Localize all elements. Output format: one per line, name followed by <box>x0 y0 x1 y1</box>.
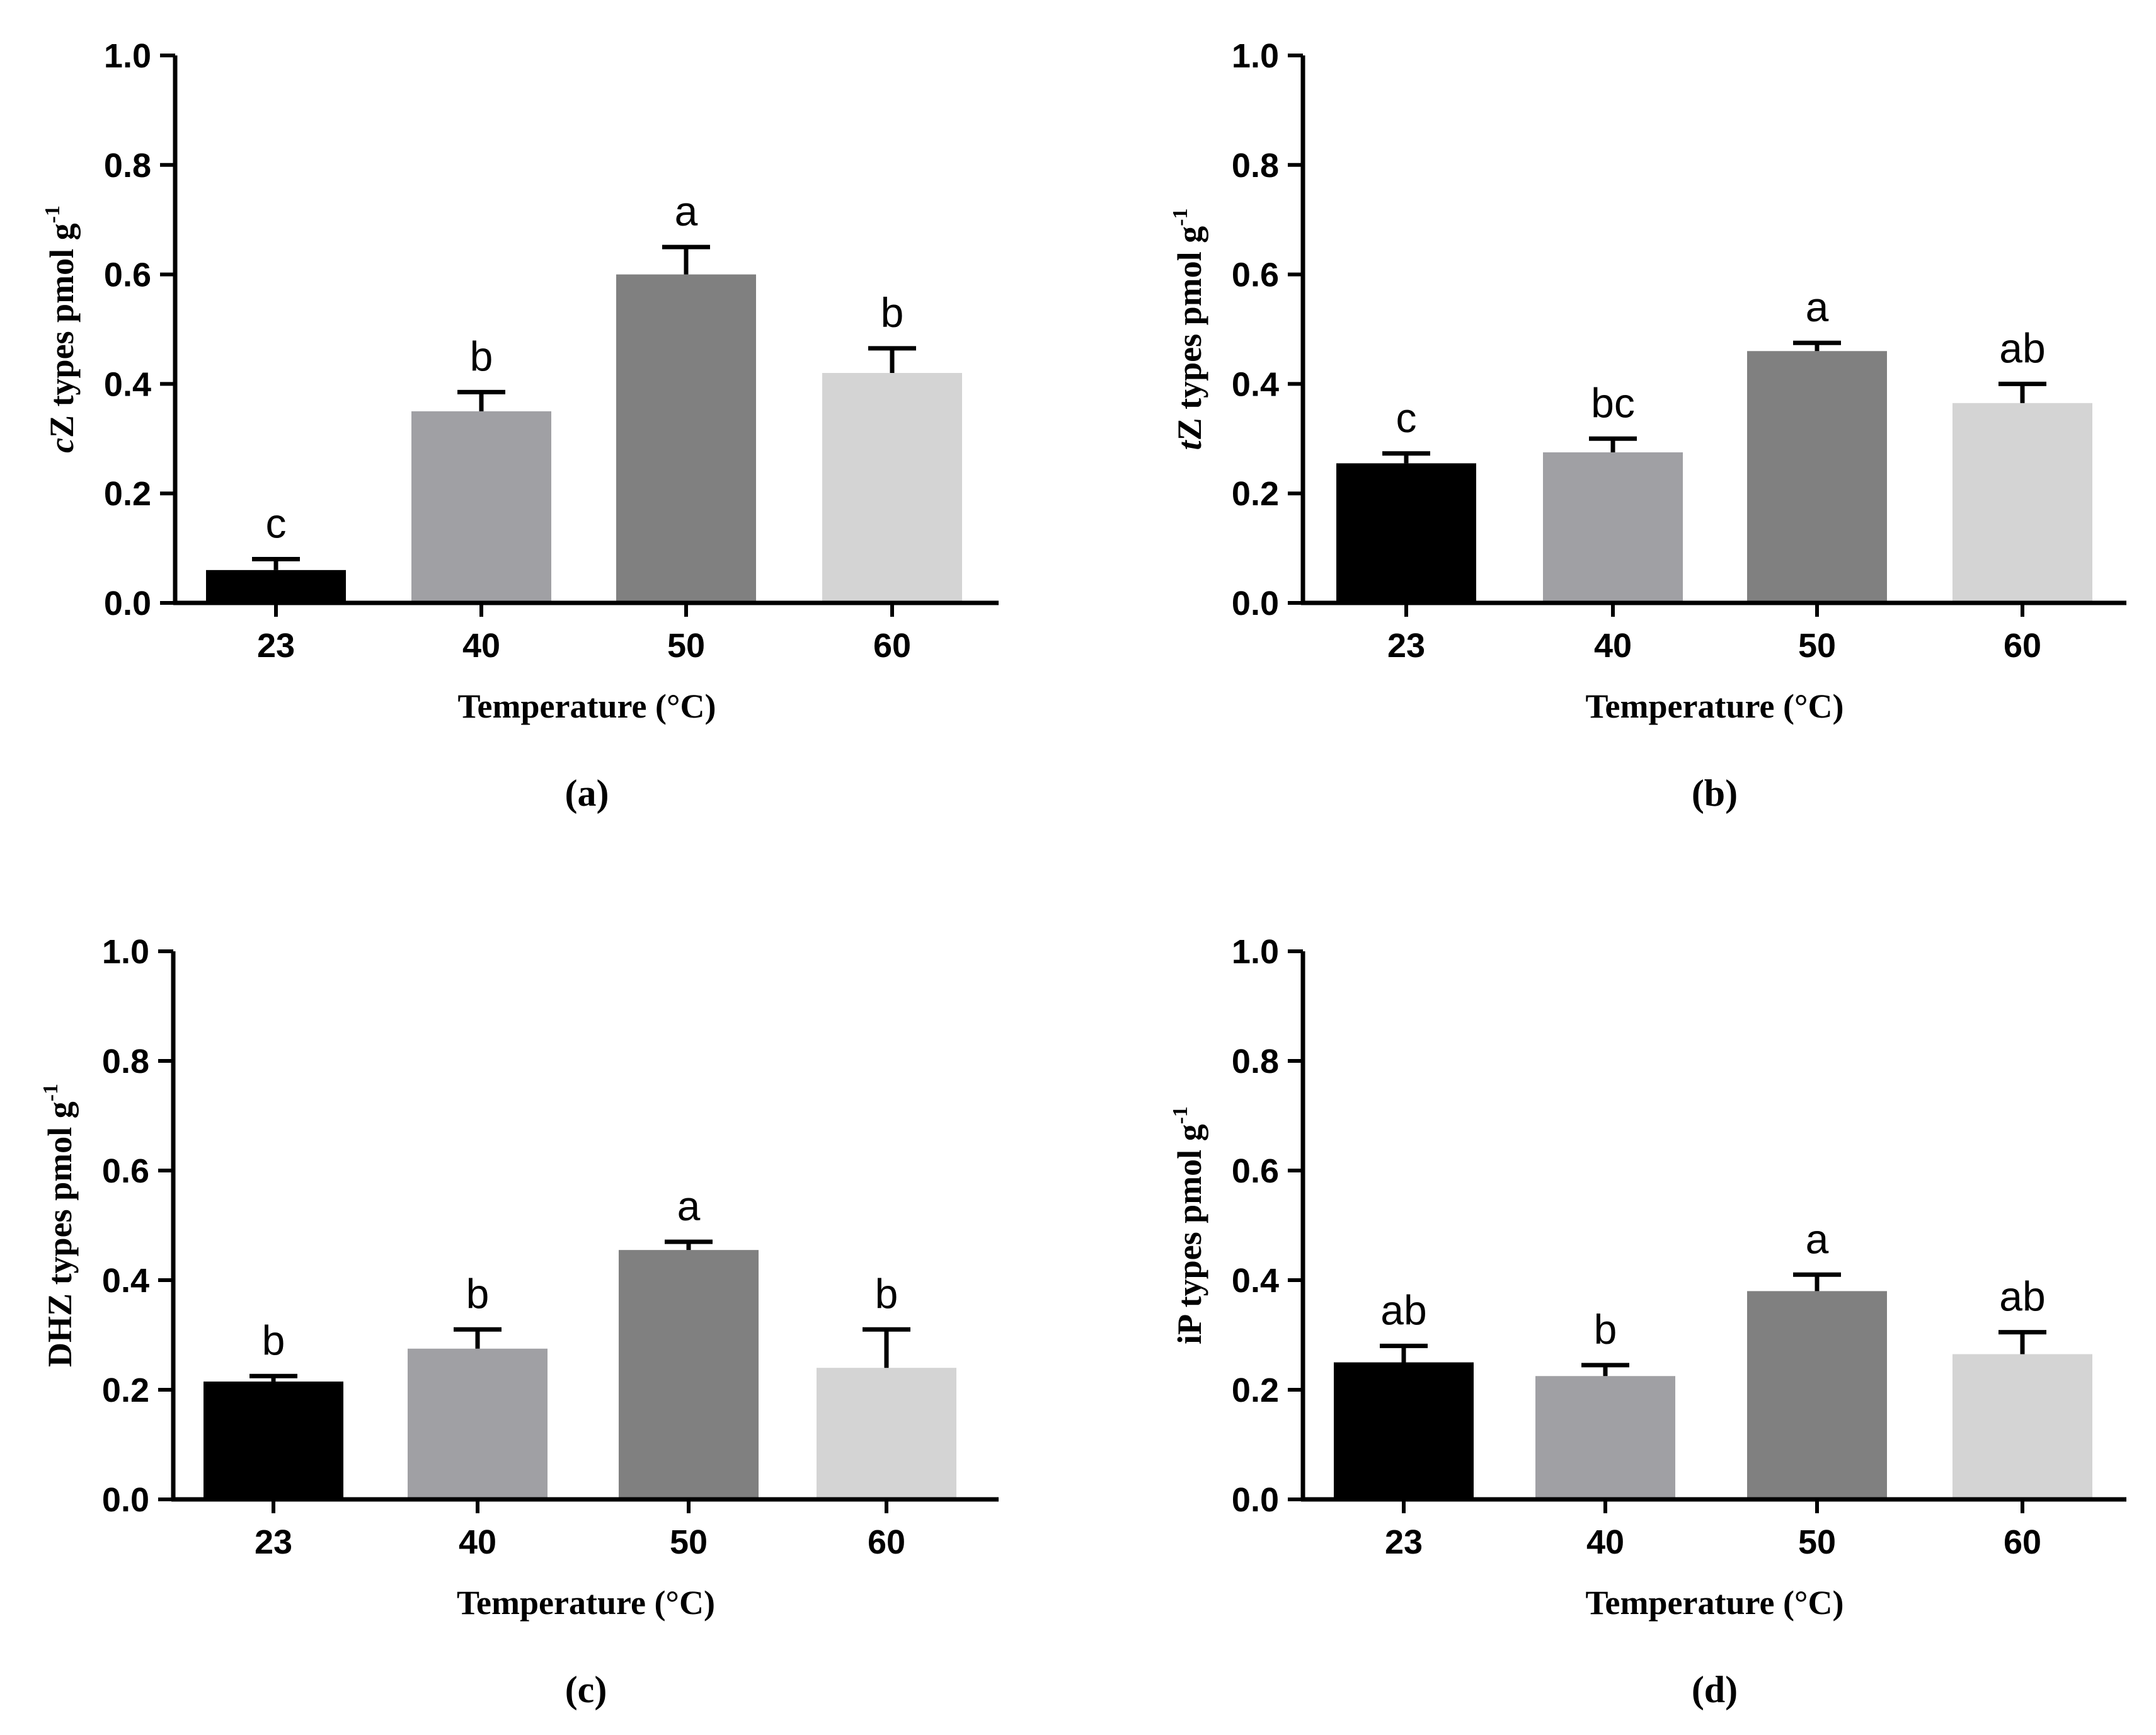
y-axis-title-text: Z types pmol g <box>1171 226 1208 441</box>
bar-40 <box>408 1348 548 1499</box>
panel-label: (d) <box>1692 1669 1738 1710</box>
x-tick-label: 60 <box>868 1523 905 1561</box>
y-tick-label: 0.6 <box>102 1152 149 1190</box>
y-tick-label: 1.0 <box>104 37 151 75</box>
bar-60 <box>1952 403 2092 603</box>
bar-50 <box>1747 1291 1887 1499</box>
bar-23 <box>1336 463 1476 603</box>
y-tick-label: 1.0 <box>1232 933 1279 971</box>
bar-50 <box>619 1250 759 1499</box>
x-tick-label: 23 <box>1387 627 1425 665</box>
x-axis-title: Temperature (°C) <box>457 1584 715 1622</box>
y-axis-title-italic: t <box>1171 439 1208 450</box>
significance-label: a <box>1806 283 1829 330</box>
x-tick-label: 60 <box>2004 627 2041 665</box>
y-axis-title-superscript: -1 <box>39 1084 62 1101</box>
y-tick-label: 0.2 <box>1232 1371 1279 1409</box>
significance-label: ab <box>1999 1273 2045 1320</box>
significance-label: b <box>262 1317 285 1363</box>
x-tick-label: 40 <box>459 1523 496 1561</box>
y-tick-label: 0.6 <box>104 256 151 294</box>
y-tick-label: 0.0 <box>1232 1481 1279 1519</box>
x-tick-label: 23 <box>257 627 295 665</box>
chart-panel-c: 0.0 0.2 0.4 0.6 0.8 1.0 b 23 b 40 a 50 b 60 Temperatur… <box>39 933 999 1710</box>
y-axis-title-superscript: -1 <box>1169 209 1192 226</box>
x-tick-label: 23 <box>1385 1523 1423 1561</box>
y-axis-title-text: Z types pmol g <box>43 223 81 438</box>
y-tick-label: 0.4 <box>102 1262 149 1300</box>
significance-label: a <box>677 1182 701 1229</box>
bar-50 <box>1747 351 1887 603</box>
y-tick-label: 0.6 <box>1232 1152 1279 1190</box>
bar-60 <box>817 1368 956 1499</box>
x-tick-label: 50 <box>667 627 705 665</box>
y-tick-label: 0.2 <box>104 475 151 513</box>
y-axis-title-text: DHZ types pmol g <box>41 1101 79 1367</box>
chart-panel-b: 0.0 0.2 0.4 0.6 0.8 1.0 c 23 bc 40 a 50 ab 60 Temperat… <box>1169 37 2126 814</box>
chart-panel-a: 0.0 0.2 0.4 0.6 0.8 1.0 c 23 b 40 a 50 b 60 Temperatur… <box>41 37 999 814</box>
y-axis-title: cZ types pmol g-1 <box>41 205 81 453</box>
x-tick-label: 50 <box>1798 627 1836 665</box>
significance-label: c <box>266 500 287 546</box>
significance-label: b <box>1594 1306 1617 1353</box>
y-tick-label: 0.0 <box>102 1481 149 1519</box>
y-tick-label: 0.4 <box>104 365 151 403</box>
bar-60 <box>1952 1354 2092 1499</box>
y-tick-label: 1.0 <box>102 933 149 971</box>
y-tick-label: 0.8 <box>1232 147 1279 185</box>
bar-40 <box>1535 1376 1675 1499</box>
y-tick-label: 1.0 <box>1232 37 1279 75</box>
chart-panel-d: 0.0 0.2 0.4 0.6 0.8 1.0 ab 23 b 40 a 50 ab 60 Temperat… <box>1169 933 2126 1710</box>
x-axis-title: Temperature (°C) <box>1585 1584 1843 1622</box>
y-tick-label: 0.0 <box>1232 585 1279 622</box>
y-tick-label: 0.8 <box>102 1043 149 1080</box>
significance-label: ab <box>1999 324 2045 371</box>
panel-label: (c) <box>565 1669 607 1710</box>
y-tick-label: 0.8 <box>104 147 151 185</box>
y-tick-label: 0.6 <box>1232 256 1279 294</box>
x-tick-label: 60 <box>2004 1523 2041 1561</box>
y-axis-title: iP types pmol g-1 <box>1169 1106 1208 1344</box>
y-axis-title-superscript: -1 <box>1169 1106 1192 1124</box>
x-tick-label: 23 <box>255 1523 292 1561</box>
y-tick-label: 0.2 <box>102 1371 149 1409</box>
y-axis-title-text: iP types pmol g <box>1171 1124 1208 1344</box>
y-tick-label: 0.4 <box>1232 365 1279 403</box>
y-axis-title-italic: c <box>43 438 81 453</box>
significance-label: c <box>1396 394 1417 441</box>
bar-40 <box>411 411 551 603</box>
x-axis-title: Temperature (°C) <box>457 687 716 725</box>
significance-label: b <box>881 289 904 336</box>
x-tick-label: 50 <box>1798 1523 1836 1561</box>
y-tick-label: 0.0 <box>104 585 151 622</box>
significance-label: b <box>466 1270 490 1317</box>
significance-label: b <box>470 333 493 379</box>
y-tick-label: 0.8 <box>1232 1043 1279 1080</box>
bar-50 <box>616 274 756 604</box>
y-axis-title: tZ types pmol g-1 <box>1169 209 1208 450</box>
significance-label: a <box>675 188 698 234</box>
bar-23 <box>1334 1362 1474 1499</box>
bar-23 <box>204 1381 343 1499</box>
panel-label: (a) <box>565 772 609 814</box>
x-axis-title: Temperature (°C) <box>1585 687 1843 725</box>
y-tick-label: 0.4 <box>1232 1262 1279 1300</box>
bar-40 <box>1543 452 1683 603</box>
significance-label: bc <box>1591 379 1635 426</box>
x-tick-label: 40 <box>1586 1523 1624 1561</box>
significance-label: b <box>875 1270 898 1317</box>
significance-label: a <box>1806 1215 1829 1262</box>
y-axis-title-superscript: -1 <box>41 205 64 223</box>
x-tick-label: 40 <box>462 627 500 665</box>
panel-label: (b) <box>1692 772 1738 814</box>
x-tick-label: 60 <box>873 627 911 665</box>
significance-label: ab <box>1380 1286 1426 1333</box>
x-tick-label: 50 <box>670 1523 708 1561</box>
bar-23 <box>206 570 346 603</box>
y-tick-label: 0.2 <box>1232 475 1279 513</box>
y-axis-title: DHZ types pmol g-1 <box>39 1084 79 1367</box>
bar-60 <box>822 373 962 603</box>
x-tick-label: 40 <box>1594 627 1632 665</box>
